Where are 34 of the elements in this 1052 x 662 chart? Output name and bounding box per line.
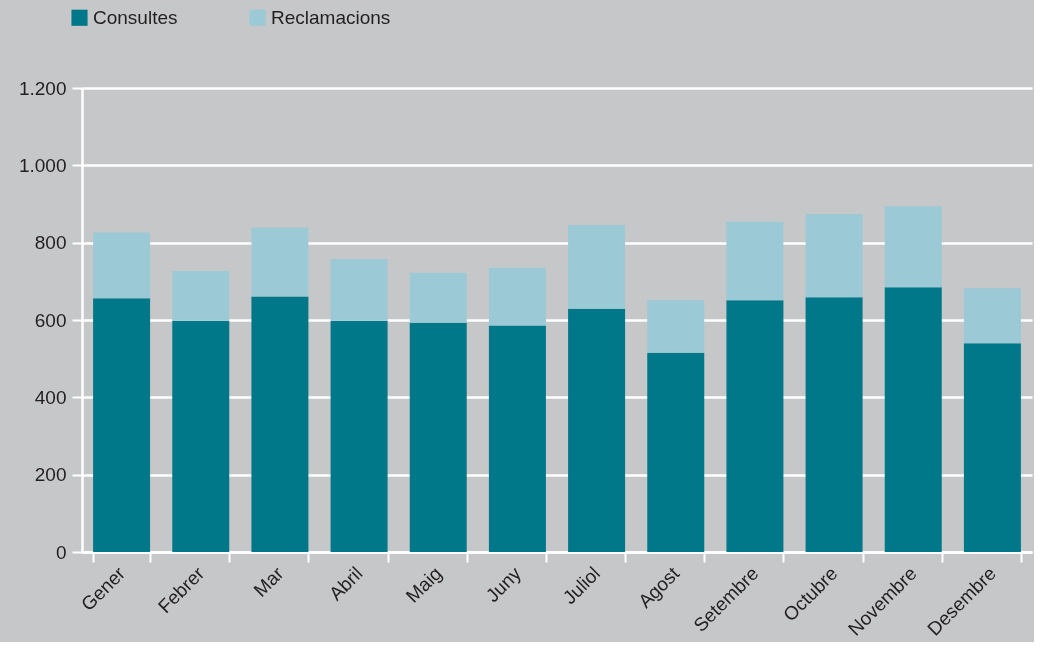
bar <box>647 352 705 552</box>
bar <box>93 298 151 552</box>
bar <box>963 288 1021 344</box>
bar <box>251 227 309 297</box>
bar <box>251 296 309 552</box>
bar <box>568 308 626 552</box>
y-tick-label: 800 <box>34 232 67 254</box>
y-tick-label: 400 <box>34 386 67 408</box>
legend-label: Reclamacions <box>271 6 391 28</box>
bar <box>488 267 546 326</box>
bar <box>172 270 230 321</box>
y-tick-label: 200 <box>34 464 67 486</box>
bar <box>330 320 388 552</box>
bar <box>726 221 784 301</box>
y-tick-label: 1.200 <box>18 77 67 99</box>
bar <box>805 214 863 298</box>
bar <box>884 287 942 552</box>
legend-label: Consultes <box>93 6 178 28</box>
y-tick-label: 1.000 <box>18 154 67 176</box>
bar <box>172 320 230 552</box>
bar <box>330 258 388 321</box>
y-tick-label: 0 <box>55 541 67 563</box>
x-tick-label: Mar <box>249 562 288 601</box>
y-tick-label: 600 <box>34 309 67 331</box>
bar <box>568 224 626 309</box>
bar <box>488 325 546 552</box>
bar <box>409 272 467 323</box>
bar <box>93 232 151 299</box>
bar <box>884 206 942 288</box>
bar <box>647 300 705 353</box>
bar <box>805 297 863 552</box>
bar <box>963 343 1021 552</box>
bar <box>409 322 467 552</box>
bar <box>726 300 784 552</box>
